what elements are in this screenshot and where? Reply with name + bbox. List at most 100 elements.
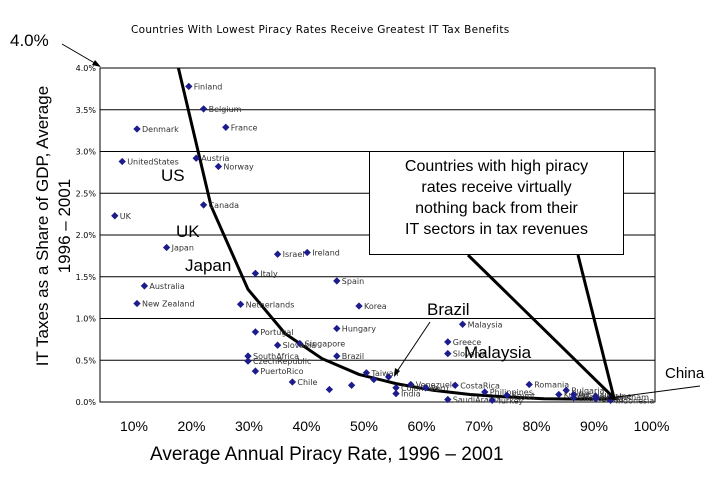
point-label: Kuwait: [564, 391, 591, 400]
point-label: Philippines: [490, 388, 533, 397]
data-point: Peru: [421, 384, 449, 393]
point-label: Taiwan: [370, 369, 398, 378]
callout-line: rates receive virtually: [421, 179, 572, 196]
point-marker: [451, 381, 459, 389]
us-annotation: US: [161, 166, 185, 185]
point-label: Japan: [171, 244, 194, 253]
y-top-pointer-head: [92, 60, 101, 67]
point-marker: [421, 384, 430, 392]
point-marker: [392, 389, 400, 398]
point-label: Indonesia: [616, 396, 655, 405]
y-tick-label: 1.0%: [76, 315, 97, 324]
point-marker: [162, 243, 171, 252]
data-point: UnitedStates: [118, 157, 179, 167]
point-marker: [273, 341, 282, 349]
data-point: PuertoRico: [251, 367, 304, 376]
point-label: Norway: [223, 163, 254, 172]
x-tick-label: 100%: [633, 418, 670, 434]
data-point: [370, 375, 378, 384]
japan-annotation: Japan: [185, 256, 232, 275]
data-point: Philippines: [481, 388, 533, 397]
data-points: Finland Belgium France Denmark UnitedStates A…: [111, 82, 654, 405]
point-marker: [362, 369, 371, 377]
point-label: Belgium: [209, 105, 242, 114]
data-point: [384, 373, 393, 381]
point-label: Austria: [201, 154, 229, 163]
data-point: Chile: [288, 378, 318, 387]
data-point: Belgium: [199, 105, 242, 114]
point-marker: [355, 302, 363, 310]
point-label: Colombia: [401, 384, 439, 393]
china-pointer: [609, 385, 701, 399]
y-tick-label: 1.5%: [76, 273, 97, 282]
point-marker: [370, 375, 378, 384]
data-point: [325, 385, 334, 394]
point-marker: [199, 105, 208, 113]
point-marker: [384, 373, 393, 381]
callout-pointer-right: [576, 254, 616, 399]
y-tick-label: 3.0%: [76, 148, 97, 157]
data-point: Canada: [199, 201, 239, 210]
point-label: Australia: [149, 282, 184, 291]
point-label: Israel: [283, 250, 305, 259]
data-point: Portugal: [251, 328, 294, 337]
x-axis-label: Average Annual Piracy Rate, 1996 – 2001: [150, 444, 504, 465]
point-marker: [407, 380, 415, 389]
point-marker: [333, 324, 341, 333]
data-point: Greece: [444, 338, 481, 347]
point-marker: [333, 277, 341, 285]
point-label: Peru: [431, 384, 449, 393]
point-marker: [325, 385, 334, 394]
data-point: Colombia: [392, 384, 439, 393]
y-tick-label: 0.5%: [76, 356, 97, 365]
point-label: Vietnam: [616, 393, 650, 402]
data-point: Egypt: [503, 391, 535, 400]
data-point: [347, 381, 356, 389]
data-point: Austria: [192, 154, 230, 163]
data-point: Finland: [185, 82, 222, 91]
point-label: Romania: [534, 381, 569, 390]
malaysia-annotation: Malaysia: [464, 343, 532, 362]
data-point: Venezuela: [407, 381, 457, 390]
data-point: Ireland: [303, 248, 340, 258]
x-tick-label: 40%: [292, 418, 321, 434]
data-point: CostaRica: [451, 381, 500, 390]
point-label: Malaysia: [468, 320, 503, 329]
brazil-annotation: Brazil: [427, 300, 470, 319]
y-tick-label: 2.5%: [76, 189, 97, 198]
y-tick-label: 0.0%: [76, 398, 97, 407]
data-point: Slovakia: [273, 341, 316, 350]
callout-arrows: [61, 43, 701, 400]
point-marker: [303, 248, 311, 257]
data-point: Norway: [214, 163, 254, 172]
callout-pointer-left: [466, 253, 616, 400]
point-label: Brazil: [342, 352, 364, 361]
point-marker: [444, 395, 452, 404]
point-marker: [488, 396, 496, 404]
callout-line: Countries with high piracy: [404, 158, 589, 175]
y-tick-label: 3.5%: [76, 106, 97, 115]
point-marker: [118, 157, 126, 166]
point-label: UnitedStates: [127, 158, 179, 167]
point-label: PuertoRico: [260, 367, 303, 376]
point-marker: [185, 82, 193, 91]
callout-line: nothing back from their: [415, 200, 578, 217]
point-label: Chile: [297, 378, 317, 387]
x-tick-label: 20%: [177, 418, 206, 434]
point-label: CostaRica: [460, 381, 500, 390]
point-label: CzechRepublic: [253, 357, 311, 366]
point-label: France: [231, 123, 258, 132]
y-tick-label: 4.0%: [76, 64, 97, 73]
point-label: Denmark: [142, 125, 179, 134]
point-marker: [481, 388, 489, 396]
data-point: CzechRepublic: [244, 357, 311, 366]
x-tick-label: 60%: [407, 418, 436, 434]
point-label: Singapore: [305, 340, 345, 349]
point-marker: [444, 338, 452, 346]
point-label: Portugal: [260, 328, 293, 337]
china-annotation: China: [665, 365, 705, 382]
x-tick-label: 30%: [234, 418, 264, 434]
point-label: Spain: [342, 277, 364, 286]
uk-annotation: UK: [176, 222, 200, 241]
point-label: UK: [120, 212, 132, 221]
